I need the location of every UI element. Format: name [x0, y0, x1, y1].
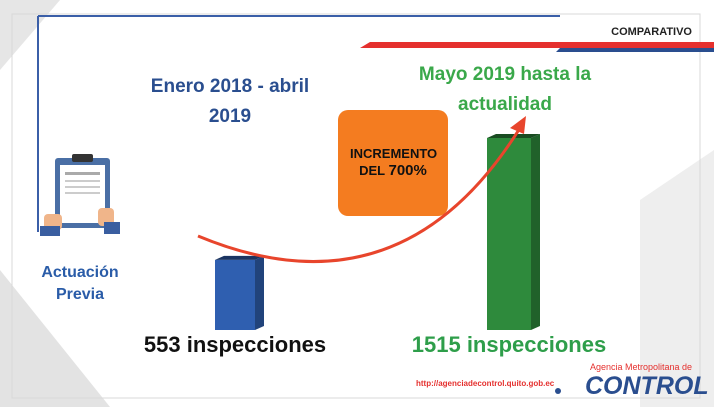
corner-shape: [0, 270, 110, 407]
bar-side: [255, 255, 264, 330]
red-stripe: [360, 42, 714, 48]
url: http://agenciadecontrol.quito.gob.ec: [416, 379, 555, 388]
logo-name: CONTROL: [585, 372, 709, 400]
corner-shape: [0, 0, 60, 70]
value-label: 1515 inspecciones: [411, 332, 607, 357]
logo-top: Agencia Metropolitana de: [590, 362, 693, 372]
clipboard-icon: [40, 154, 120, 236]
arrow: [197, 127, 522, 263]
value-label: 553 inspecciones: [143, 332, 327, 357]
bar: [487, 138, 531, 330]
bar-side: [531, 134, 540, 330]
annotation-text: 700%: [388, 162, 427, 179]
blue-stripe: [556, 48, 714, 52]
arrow-head: [510, 116, 526, 134]
header: COMPARATIVO: [611, 26, 692, 38]
category-label: Enero 2018 - abril 2019: [150, 76, 310, 127]
annotation-box: [338, 110, 448, 216]
annotation-text: DEL: [359, 163, 389, 178]
annotation-text: INCREMENTO: [350, 146, 438, 161]
category-label: Mayo 2019 hasta la actualidad: [418, 64, 592, 115]
annotation: INCREMENTO DEL 700%: [350, 145, 438, 179]
side-label: Actuación Previa: [41, 264, 119, 303]
corner-shape: [640, 150, 714, 407]
bar-top: [215, 255, 264, 260]
bar: [215, 259, 255, 330]
frame: [11, 13, 701, 399]
dot: [555, 388, 561, 394]
